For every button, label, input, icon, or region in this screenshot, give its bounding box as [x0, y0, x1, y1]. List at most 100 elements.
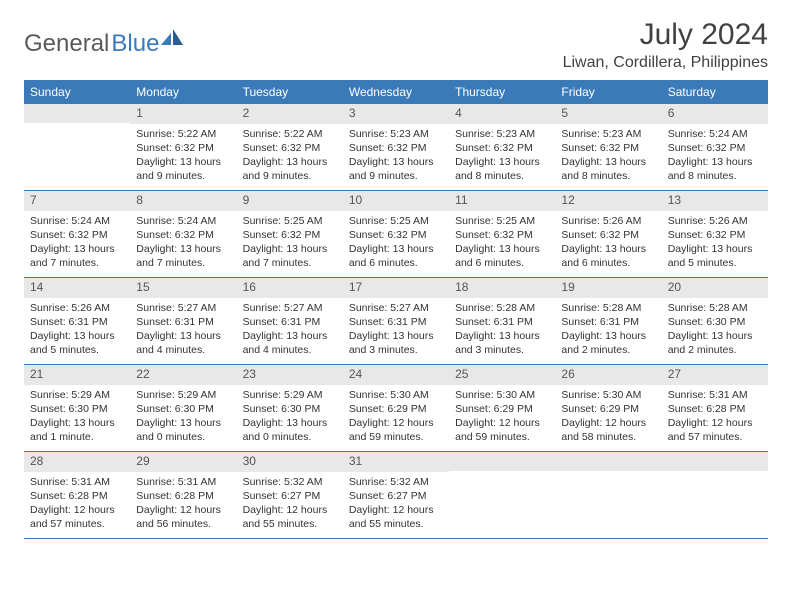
day-number: 22 [130, 365, 236, 385]
day-content: Sunrise: 5:25 AMSunset: 6:32 PMDaylight:… [237, 211, 343, 277]
daylight-text: Daylight: 12 hours and 57 minutes. [30, 503, 124, 531]
sunset-text: Sunset: 6:32 PM [668, 228, 762, 242]
sunset-text: Sunset: 6:27 PM [243, 489, 337, 503]
day-cell: 29Sunrise: 5:31 AMSunset: 6:28 PMDayligh… [130, 452, 236, 538]
day-content: Sunrise: 5:24 AMSunset: 6:32 PMDaylight:… [24, 211, 130, 277]
day-cell: 12Sunrise: 5:26 AMSunset: 6:32 PMDayligh… [555, 191, 661, 277]
day-number: 14 [24, 278, 130, 298]
sunrise-text: Sunrise: 5:23 AM [349, 127, 443, 141]
sunset-text: Sunset: 6:32 PM [136, 141, 230, 155]
day-number: 23 [237, 365, 343, 385]
sunrise-text: Sunrise: 5:25 AM [349, 214, 443, 228]
day-cell [449, 452, 555, 538]
sunset-text: Sunset: 6:32 PM [349, 228, 443, 242]
sunrise-text: Sunrise: 5:24 AM [136, 214, 230, 228]
sunset-text: Sunset: 6:31 PM [30, 315, 124, 329]
day-content: Sunrise: 5:25 AMSunset: 6:32 PMDaylight:… [449, 211, 555, 277]
sunrise-text: Sunrise: 5:28 AM [668, 301, 762, 315]
sunrise-text: Sunrise: 5:29 AM [243, 388, 337, 402]
day-content: Sunrise: 5:22 AMSunset: 6:32 PMDaylight:… [237, 124, 343, 190]
week-row: 28Sunrise: 5:31 AMSunset: 6:28 PMDayligh… [24, 452, 768, 539]
day-header: Friday [555, 80, 661, 104]
title-block: July 2024 Liwan, Cordillera, Philippines [563, 18, 768, 72]
day-number: 29 [130, 452, 236, 472]
day-header-row: Sunday Monday Tuesday Wednesday Thursday… [24, 80, 768, 104]
day-number [555, 452, 661, 471]
day-content: Sunrise: 5:30 AMSunset: 6:29 PMDaylight:… [343, 385, 449, 451]
daylight-text: Daylight: 13 hours and 5 minutes. [668, 242, 762, 270]
day-number: 12 [555, 191, 661, 211]
sunrise-text: Sunrise: 5:32 AM [243, 475, 337, 489]
day-content: Sunrise: 5:26 AMSunset: 6:31 PMDaylight:… [24, 298, 130, 364]
day-number: 6 [662, 104, 768, 124]
sunrise-text: Sunrise: 5:27 AM [243, 301, 337, 315]
sunset-text: Sunset: 6:32 PM [561, 228, 655, 242]
sunset-text: Sunset: 6:32 PM [243, 228, 337, 242]
daylight-text: Daylight: 12 hours and 59 minutes. [349, 416, 443, 444]
day-cell: 20Sunrise: 5:28 AMSunset: 6:30 PMDayligh… [662, 278, 768, 364]
daylight-text: Daylight: 13 hours and 7 minutes. [30, 242, 124, 270]
daylight-text: Daylight: 13 hours and 8 minutes. [455, 155, 549, 183]
sunrise-text: Sunrise: 5:22 AM [136, 127, 230, 141]
day-header: Sunday [24, 80, 130, 104]
sunrise-text: Sunrise: 5:23 AM [455, 127, 549, 141]
sunset-text: Sunset: 6:28 PM [136, 489, 230, 503]
day-content: Sunrise: 5:31 AMSunset: 6:28 PMDaylight:… [662, 385, 768, 451]
day-cell: 4Sunrise: 5:23 AMSunset: 6:32 PMDaylight… [449, 104, 555, 190]
sunset-text: Sunset: 6:31 PM [349, 315, 443, 329]
day-cell: 2Sunrise: 5:22 AMSunset: 6:32 PMDaylight… [237, 104, 343, 190]
day-cell: 28Sunrise: 5:31 AMSunset: 6:28 PMDayligh… [24, 452, 130, 538]
sunrise-text: Sunrise: 5:23 AM [561, 127, 655, 141]
sunrise-text: Sunrise: 5:30 AM [561, 388, 655, 402]
day-number: 2 [237, 104, 343, 124]
day-cell: 24Sunrise: 5:30 AMSunset: 6:29 PMDayligh… [343, 365, 449, 451]
sunrise-text: Sunrise: 5:22 AM [243, 127, 337, 141]
day-number [449, 452, 555, 471]
day-cell: 21Sunrise: 5:29 AMSunset: 6:30 PMDayligh… [24, 365, 130, 451]
day-number: 7 [24, 191, 130, 211]
daylight-text: Daylight: 13 hours and 5 minutes. [30, 329, 124, 357]
sunrise-text: Sunrise: 5:24 AM [30, 214, 124, 228]
daylight-text: Daylight: 13 hours and 8 minutes. [668, 155, 762, 183]
sunset-text: Sunset: 6:31 PM [243, 315, 337, 329]
sunrise-text: Sunrise: 5:28 AM [561, 301, 655, 315]
day-content: Sunrise: 5:31 AMSunset: 6:28 PMDaylight:… [130, 472, 236, 538]
day-number: 13 [662, 191, 768, 211]
day-cell: 10Sunrise: 5:25 AMSunset: 6:32 PMDayligh… [343, 191, 449, 277]
daylight-text: Daylight: 12 hours and 56 minutes. [136, 503, 230, 531]
day-number: 16 [237, 278, 343, 298]
day-content: Sunrise: 5:27 AMSunset: 6:31 PMDaylight:… [237, 298, 343, 364]
day-content: Sunrise: 5:30 AMSunset: 6:29 PMDaylight:… [555, 385, 661, 451]
day-header: Thursday [449, 80, 555, 104]
daylight-text: Daylight: 13 hours and 2 minutes. [668, 329, 762, 357]
daylight-text: Daylight: 13 hours and 4 minutes. [136, 329, 230, 357]
day-number: 8 [130, 191, 236, 211]
calendar-grid: Sunday Monday Tuesday Wednesday Thursday… [24, 80, 768, 539]
day-number: 5 [555, 104, 661, 124]
daylight-text: Daylight: 13 hours and 1 minute. [30, 416, 124, 444]
sunrise-text: Sunrise: 5:30 AM [349, 388, 443, 402]
daylight-text: Daylight: 13 hours and 8 minutes. [561, 155, 655, 183]
day-number: 17 [343, 278, 449, 298]
day-cell: 7Sunrise: 5:24 AMSunset: 6:32 PMDaylight… [24, 191, 130, 277]
day-number [24, 104, 130, 123]
daylight-text: Daylight: 13 hours and 9 minutes. [349, 155, 443, 183]
day-content: Sunrise: 5:23 AMSunset: 6:32 PMDaylight:… [449, 124, 555, 190]
day-cell: 22Sunrise: 5:29 AMSunset: 6:30 PMDayligh… [130, 365, 236, 451]
location-subtitle: Liwan, Cordillera, Philippines [563, 54, 768, 72]
week-row: 21Sunrise: 5:29 AMSunset: 6:30 PMDayligh… [24, 365, 768, 452]
sunrise-text: Sunrise: 5:27 AM [136, 301, 230, 315]
sunrise-text: Sunrise: 5:31 AM [30, 475, 124, 489]
day-number: 15 [130, 278, 236, 298]
day-cell: 13Sunrise: 5:26 AMSunset: 6:32 PMDayligh… [662, 191, 768, 277]
day-number: 26 [555, 365, 661, 385]
sunset-text: Sunset: 6:27 PM [349, 489, 443, 503]
day-content: Sunrise: 5:27 AMSunset: 6:31 PMDaylight:… [130, 298, 236, 364]
sunrise-text: Sunrise: 5:28 AM [455, 301, 549, 315]
sunset-text: Sunset: 6:32 PM [455, 228, 549, 242]
week-row: 1Sunrise: 5:22 AMSunset: 6:32 PMDaylight… [24, 104, 768, 191]
sunrise-text: Sunrise: 5:31 AM [668, 388, 762, 402]
sunrise-text: Sunrise: 5:29 AM [136, 388, 230, 402]
sunrise-text: Sunrise: 5:31 AM [136, 475, 230, 489]
day-number: 25 [449, 365, 555, 385]
